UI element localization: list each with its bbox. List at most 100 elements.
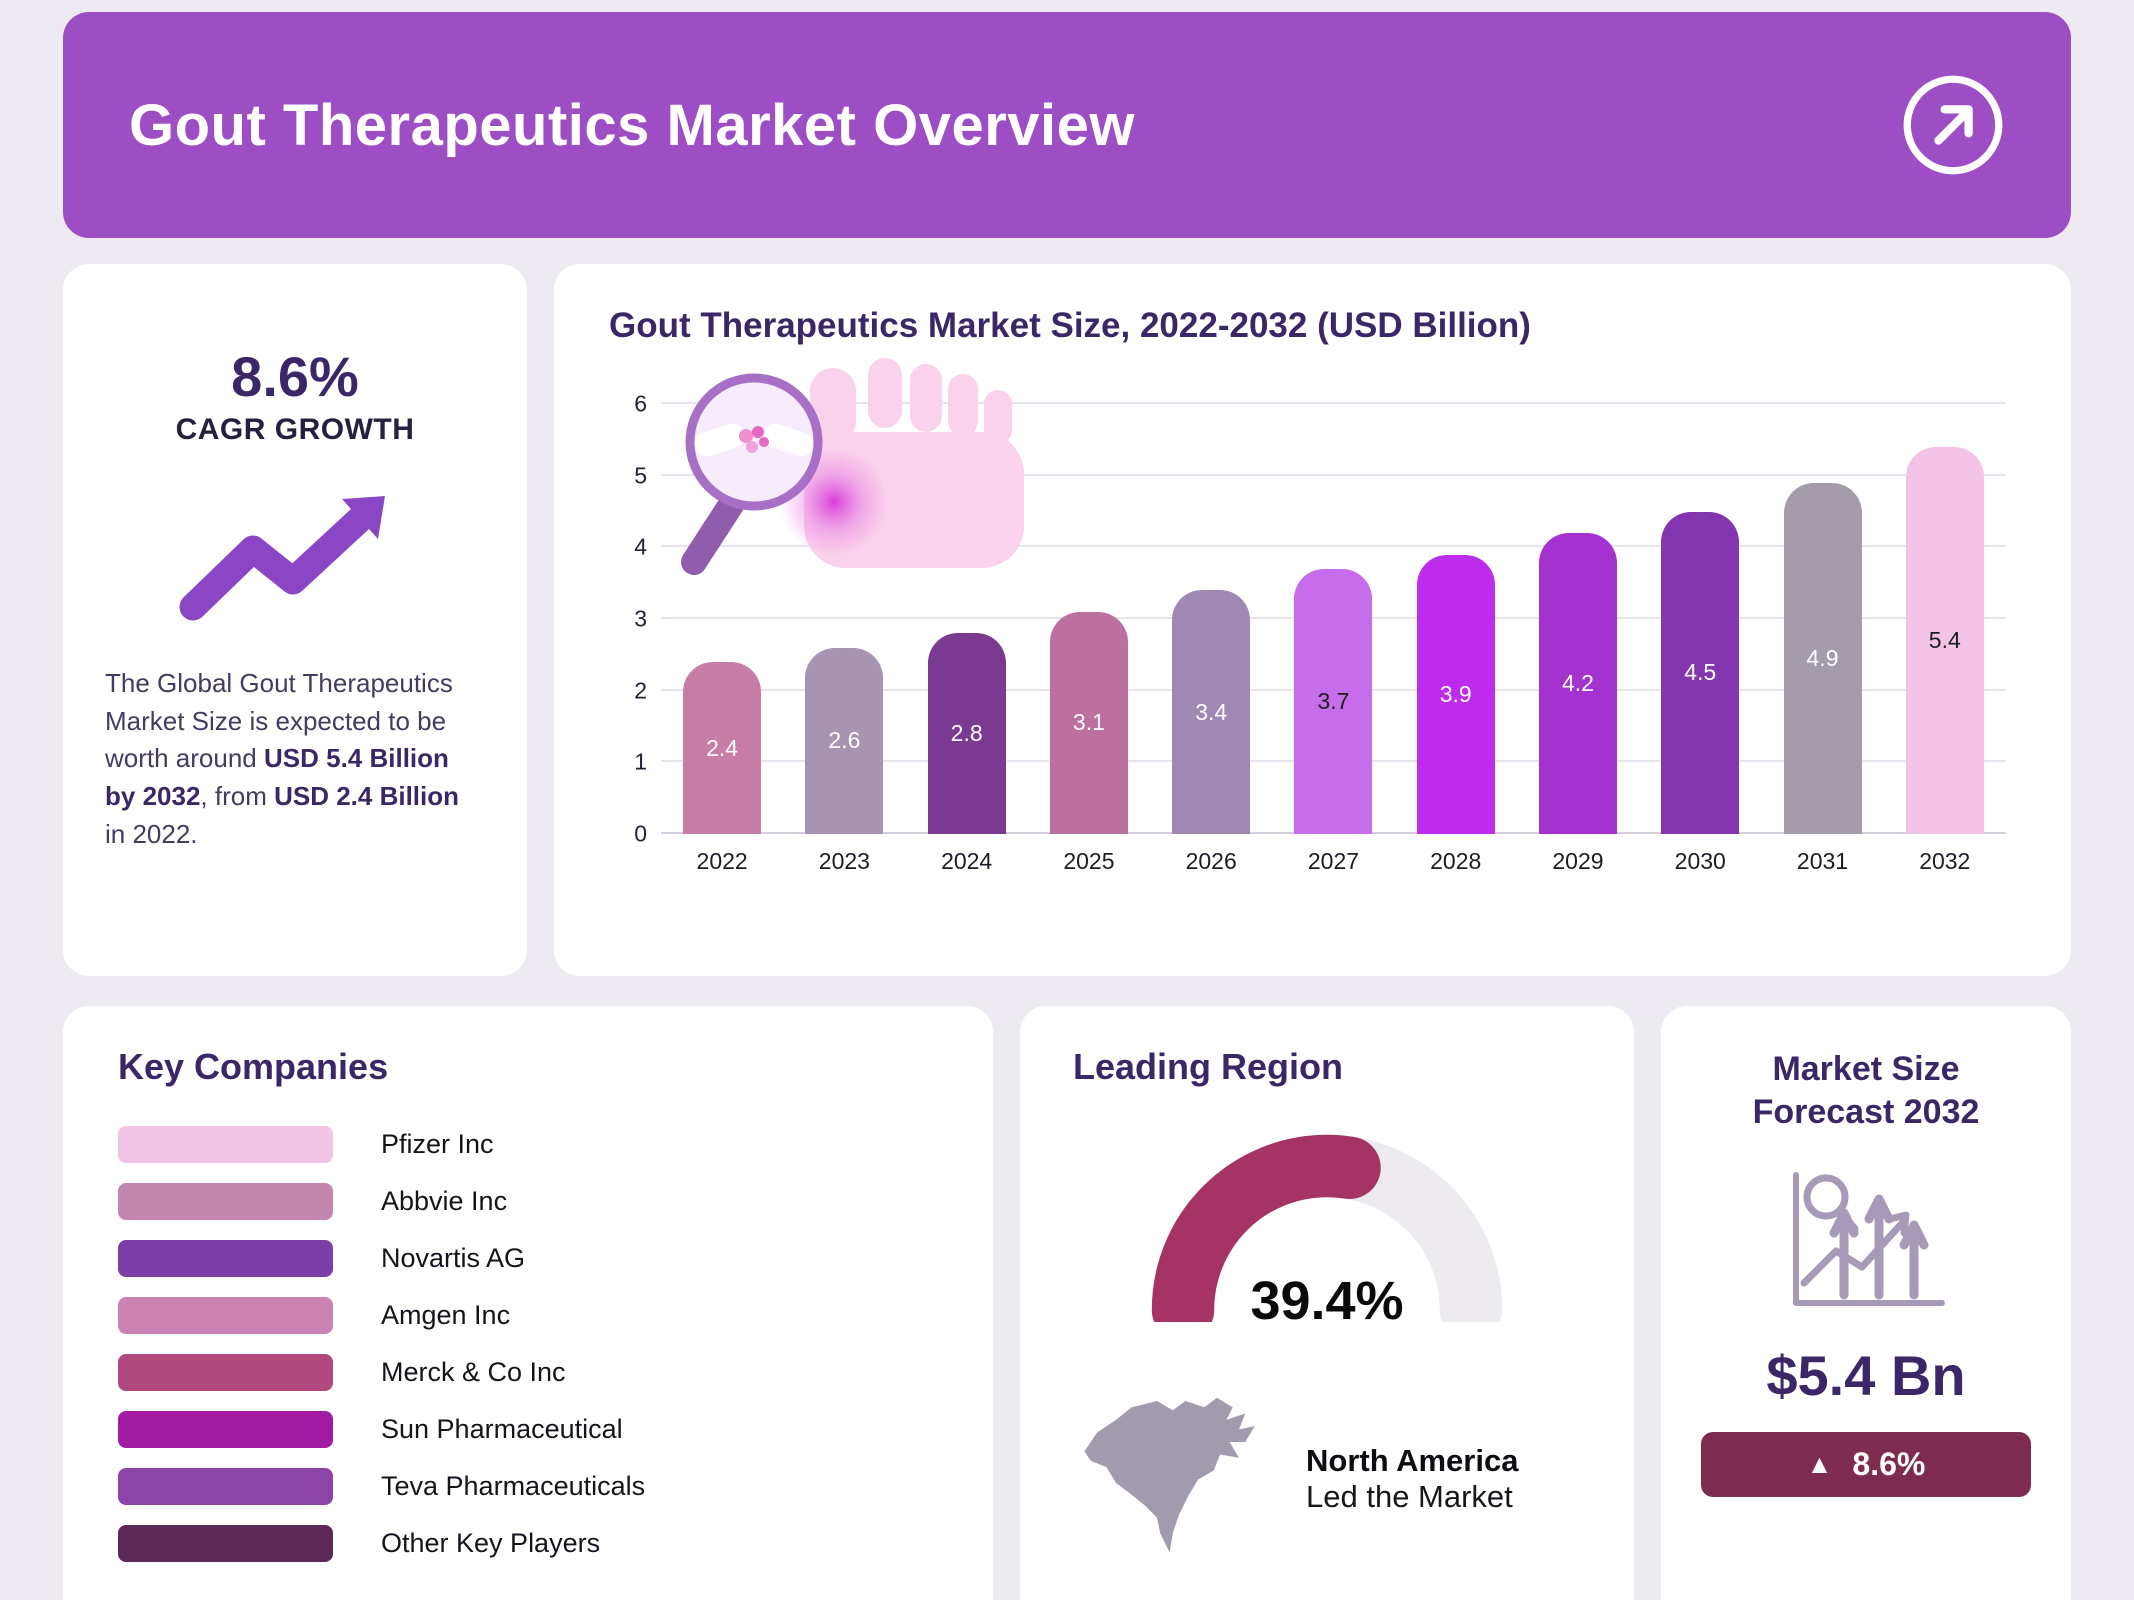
x-tick-label: 2029: [1552, 848, 1604, 874]
company-row: Teva Pharmaceuticals: [118, 1468, 938, 1505]
bar-slot: 3.1 2025: [1049, 404, 1128, 874]
cagr-label: CAGR GROWTH: [175, 413, 415, 446]
badge-percent: 8.6%: [1852, 1446, 1926, 1482]
bar-value: 2.8: [950, 720, 983, 747]
bar-value: 4.2: [1561, 670, 1594, 696]
bar-value: 3.4: [1195, 698, 1228, 725]
company-legend-bar: [118, 1525, 333, 1562]
x-tick-label: 2024: [941, 848, 993, 874]
bar-value: 2.6: [828, 727, 861, 754]
y-tick-label: 1: [634, 748, 647, 775]
company-label: Merck & Co Inc: [381, 1357, 566, 1387]
forecast-chart-icon: [1792, 1172, 1945, 1306]
bar-value: 3.9: [1439, 680, 1472, 707]
key-companies-title: Key Companies: [118, 1046, 389, 1087]
bar-slot: 2.4 2022: [683, 404, 762, 874]
bar-2031: 4.9: [1783, 482, 1862, 834]
company-label: Amgen Inc: [381, 1300, 511, 1330]
bar-value: 3.1: [1072, 709, 1105, 736]
bar-2029: 4.2: [1538, 533, 1617, 834]
north-america-map: [1084, 1397, 1255, 1553]
x-tick-label: 2028: [1430, 848, 1482, 874]
bar-2030: 4.5: [1661, 511, 1740, 834]
company-legend-bar: [118, 1183, 333, 1220]
bar-value: 5.4: [1928, 627, 1961, 653]
gridline: [661, 545, 2006, 548]
x-tick-label: 2030: [1674, 848, 1726, 874]
x-tick-label: 2032: [1919, 848, 1971, 874]
x-tick-label: 2023: [818, 848, 870, 874]
bar-slot: 4.5 2030: [1661, 404, 1740, 874]
x-tick-label: 2025: [1063, 848, 1115, 874]
header-banner: Gout Therapeutics Market Overview: [63, 12, 2071, 238]
region-subtitle: Led the Market: [1306, 1479, 1513, 1514]
chart-title: Gout Therapeutics Market Size, 2022-2032…: [609, 306, 1531, 345]
y-tick-label: 4: [634, 533, 647, 560]
region-gauge: 39.4%: [1147, 1130, 1507, 1342]
bar-slot: 3.7 2027: [1294, 404, 1373, 874]
external-link-button[interactable]: [1901, 73, 2005, 177]
gauge-fill: [1151, 1134, 1503, 1342]
growth-arrow-icon: [179, 496, 385, 621]
company-label: Novartis AG: [381, 1243, 526, 1273]
company-label: Other Key Players: [381, 1528, 601, 1558]
bar-2028: 3.9: [1416, 554, 1495, 834]
forecast-value: $5.4 Bn: [1766, 1344, 1966, 1407]
arrow-up-right-icon: [1903, 75, 2003, 175]
gridline: [661, 473, 2006, 476]
company-label: Sun Pharmaceutical: [381, 1414, 623, 1444]
company-legend-bar: [118, 1297, 333, 1334]
y-tick-label: 6: [634, 390, 647, 417]
bar-2032: 5.4: [1905, 447, 1984, 834]
leading-region-title: Leading Region: [1073, 1046, 1343, 1087]
bar-slot: 4.2 2029: [1538, 404, 1617, 874]
y-tick-label: 0: [634, 820, 647, 847]
company-legend-bar: [118, 1240, 333, 1277]
leading-region-card: Leading Region 39.4% North America Led t…: [1020, 1006, 1634, 1600]
region-name: North America: [1306, 1443, 1519, 1478]
bar-value: 2.4: [706, 734, 739, 761]
region-share-value: 39.4%: [1250, 1271, 1404, 1331]
company-row: Novartis AG: [118, 1240, 938, 1277]
bar-value: 4.9: [1806, 644, 1839, 671]
y-tick-label: 5: [634, 462, 647, 489]
company-label: Pfizer Inc: [381, 1129, 494, 1159]
y-tick-label: 2: [634, 677, 647, 704]
bar-2027: 3.7: [1294, 568, 1373, 834]
company-row: Merck & Co Inc: [118, 1354, 938, 1391]
company-legend-bar: [118, 1126, 333, 1163]
company-row: Other Key Players: [118, 1525, 938, 1562]
company-label: Abbvie Inc: [381, 1186, 508, 1216]
company-row: Amgen Inc: [118, 1297, 938, 1334]
chart-bars: 2.4 2022 2.6 2023 2.8 2024 3.1 2025 3.4 2026 3.7 20…: [661, 404, 2006, 874]
x-tick-label: 2022: [696, 848, 748, 874]
bar-slot: 2.6 2023: [805, 404, 884, 874]
company-row: Abbvie Inc: [118, 1183, 938, 1220]
bar-2022: 2.4: [683, 662, 762, 834]
company-row: Pfizer Inc: [118, 1126, 938, 1163]
bar-slot: 3.4 2026: [1172, 404, 1251, 874]
x-tick-label: 2031: [1796, 848, 1849, 874]
x-tick-label: 2027: [1307, 848, 1360, 874]
gridline: [661, 402, 2006, 404]
market-size-chart-card: Gout Therapeutics Market Size, 2022-2032…: [554, 264, 2071, 976]
bar-slot: 2.8 2024: [927, 404, 1006, 874]
bar-value: 4.5: [1684, 659, 1717, 686]
cagr-description: The Global Gout Therapeutics Market Size…: [105, 668, 459, 849]
bar-value: 3.7: [1317, 687, 1350, 714]
forecast-title: Market Size Forecast 2032: [1752, 1050, 1980, 1131]
company-legend-bar: [118, 1354, 333, 1391]
bar-2023: 2.6: [805, 647, 884, 834]
bar-2024: 2.8: [927, 633, 1006, 834]
page-title: Gout Therapeutics Market Overview: [129, 92, 1136, 158]
company-legend-bar: [118, 1468, 333, 1505]
bar-slot: 4.9 2031: [1783, 404, 1862, 874]
gauge-arc: [1151, 1134, 1503, 1342]
growth-badge: ▲ 8.6%: [1701, 1432, 2031, 1497]
bar-slot: 3.9 2028: [1416, 404, 1495, 874]
bar-2026: 3.4: [1172, 590, 1251, 834]
key-companies-card: Key Companies Pfizer Inc Abbvie Inc Novart…: [63, 1006, 993, 1600]
companies-list: Pfizer Inc Abbvie Inc Novartis AG Amgen Inc…: [118, 1126, 938, 1562]
